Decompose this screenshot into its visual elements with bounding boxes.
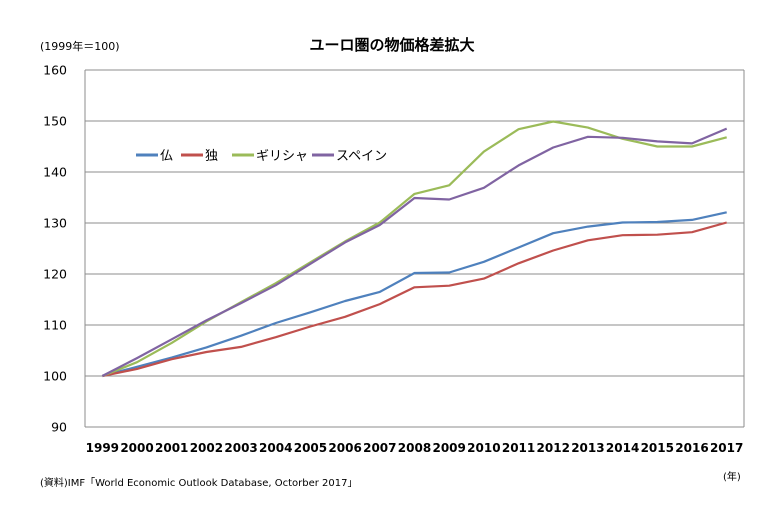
legend-label: ギリシャ <box>256 149 308 164</box>
y-axis-ticks: 90 100 110 120 130 140 150 160 <box>43 63 67 435</box>
x-tick-label: 2010 <box>467 441 500 455</box>
legend-label: スペイン <box>336 149 387 164</box>
series-line-2 <box>101 120 727 378</box>
series-line-3 <box>101 127 728 377</box>
y-tick-label: 100 <box>43 369 67 384</box>
x-tick-label: 2017 <box>710 441 743 455</box>
y-tick-label: 90 <box>51 420 67 435</box>
legend: 仏 独 ギリシャ スペイン <box>136 149 387 164</box>
y-tick-label: 130 <box>43 216 67 231</box>
x-tick-label: 1999 <box>86 441 119 455</box>
x-tick-label: 2000 <box>120 441 153 455</box>
source-note: (資料)IMF「World Economic Outlook Database,… <box>40 478 358 489</box>
y-tick-label: 110 <box>43 318 67 333</box>
x-axis-ticks: 1999 2000 2001 2002 2003 2004 2005 2006 2007 2008… <box>86 441 744 455</box>
series-line-1 <box>102 221 727 378</box>
y-tick-label: 160 <box>43 63 67 78</box>
y-tick-label: 120 <box>43 267 67 282</box>
series-lines <box>101 120 728 378</box>
x-tick-label: 2009 <box>432 441 465 455</box>
x-tick-label: 2011 <box>502 441 535 455</box>
x-tick-label: 2002 <box>190 441 223 455</box>
y-tick-label: 140 <box>43 165 67 180</box>
x-tick-label: 2005 <box>294 441 327 455</box>
x-tick-label: 2015 <box>641 441 674 455</box>
chart-title: ユーロ圏の物価格差拡大 <box>309 36 475 54</box>
series-line-0 <box>102 211 727 378</box>
unit-note: (1999年＝100) <box>40 40 120 53</box>
legend-label: 独 <box>205 149 218 164</box>
x-tick-label: 2006 <box>328 441 361 455</box>
x-tick-label: 2007 <box>363 441 396 455</box>
x-tick-label: 2008 <box>398 441 431 455</box>
x-tick-label: 2014 <box>606 441 639 455</box>
x-tick-label: 2016 <box>675 441 708 455</box>
x-tick-label: 2012 <box>537 441 570 455</box>
x-tick-label: 2003 <box>224 441 257 455</box>
x-tick-label: 2001 <box>155 441 188 455</box>
legend-label: 仏 <box>160 149 173 164</box>
gridlines <box>84 69 745 428</box>
x-axis-unit: (年) <box>723 472 741 483</box>
x-tick-label: 2013 <box>571 441 604 455</box>
y-tick-label: 150 <box>43 114 67 129</box>
x-tick-label: 2004 <box>259 441 292 455</box>
